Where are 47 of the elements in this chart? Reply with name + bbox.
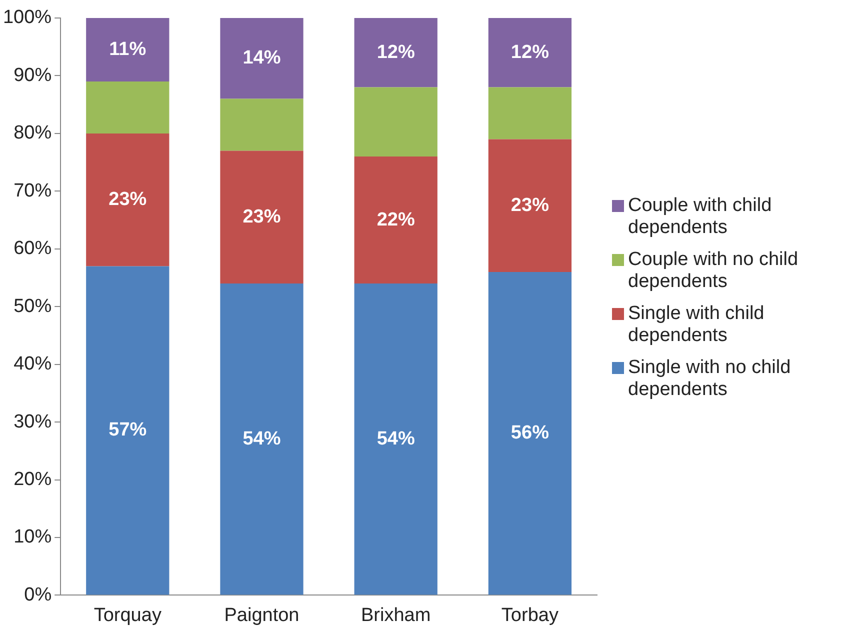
bar <box>220 98 304 151</box>
bar <box>488 87 572 140</box>
legend-label: Single with no child dependents <box>628 357 792 401</box>
bar <box>220 18 304 99</box>
y-tick-label: 60% <box>14 238 52 260</box>
x-tick-label: Torbay <box>501 604 559 626</box>
bar <box>354 156 438 284</box>
y-tick-label: 30% <box>14 411 52 432</box>
bar <box>220 284 304 595</box>
bar <box>86 133 170 266</box>
data-label: 54% <box>376 428 415 450</box>
bar <box>86 266 170 595</box>
bar <box>354 87 438 157</box>
data-label: 56% <box>510 422 550 444</box>
data-label: 54% <box>242 428 281 450</box>
y-tick-label: 40% <box>14 354 52 375</box>
bar <box>354 18 438 88</box>
x-tick-label: Torquay <box>94 604 162 626</box>
legend-label: Couple with no child dependents <box>628 249 800 293</box>
data-label: 23% <box>510 194 550 216</box>
y-tick-label: 10% <box>14 526 52 548</box>
data-label: 12% <box>510 42 550 63</box>
data-label: 57% <box>108 420 147 441</box>
y-tick-label: 70% <box>14 180 52 202</box>
data-label: 14% <box>242 48 281 69</box>
y-tick-label: 80% <box>14 122 52 144</box>
bar <box>354 284 438 595</box>
data-label: 12% <box>376 42 415 63</box>
legend-label: Couple with child dependents <box>628 195 773 239</box>
data-label: 22% <box>376 209 415 230</box>
y-tick-label: 20% <box>14 468 52 490</box>
bar <box>488 272 572 595</box>
bar <box>488 139 572 272</box>
data-label: 23% <box>242 206 281 228</box>
y-tick-label: 50% <box>14 296 52 317</box>
data-label: 23% <box>108 189 147 210</box>
x-tick-label: Paignton <box>224 604 300 626</box>
y-tick-label: 100% <box>2 7 52 28</box>
y-tick-label: 0% <box>24 584 52 606</box>
x-tick-label: Brixham <box>361 604 431 626</box>
bar <box>488 18 572 88</box>
bar <box>220 150 304 284</box>
y-tick-label: 90% <box>14 64 52 86</box>
data-label: 11% <box>109 38 146 60</box>
legend-label: Single with child dependents <box>628 303 766 347</box>
bar <box>86 18 170 82</box>
bar <box>86 81 170 134</box>
